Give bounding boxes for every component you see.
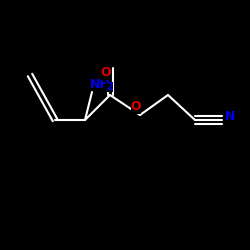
Text: O: O <box>101 66 111 80</box>
Text: N: N <box>225 110 235 124</box>
Text: 2: 2 <box>106 82 113 92</box>
Text: O: O <box>131 100 141 114</box>
Text: NH: NH <box>90 78 111 90</box>
